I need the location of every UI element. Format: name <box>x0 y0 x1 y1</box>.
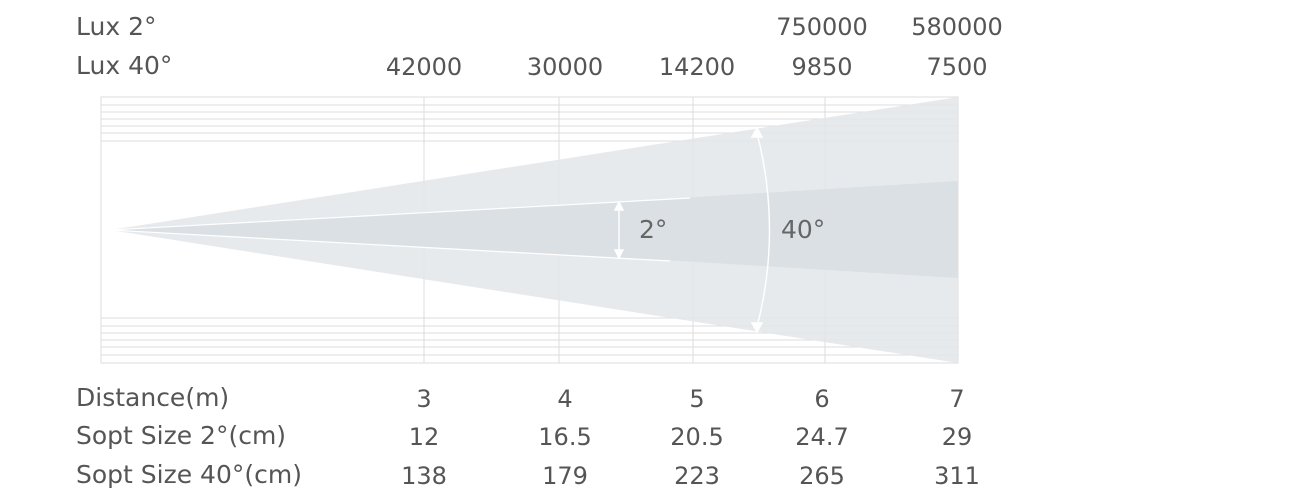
distance-value: 6 <box>814 385 830 413</box>
spot-size-2-value: 16.5 <box>538 423 592 451</box>
distance-value: 3 <box>416 385 432 413</box>
lux-2-value: 580000 <box>911 13 1003 41</box>
spot-size-40-value: 179 <box>542 462 588 490</box>
wide-angle-label: 40° <box>781 215 825 244</box>
wide-angle-arc <box>750 126 771 334</box>
distance-value: 5 <box>689 385 705 413</box>
narrow-beam-upper-edge <box>109 197 691 231</box>
spot-size-40-value: 265 <box>799 462 845 490</box>
spot-size-40-label: Sopt Size 40°(cm) <box>76 460 302 489</box>
distance-label: Distance(m) <box>76 383 230 412</box>
lux-40-value: 14200 <box>658 53 736 81</box>
lux-40-label: Lux 40° <box>76 51 173 80</box>
distance-value: 7 <box>949 385 965 413</box>
spot-size-2-value: 29 <box>941 423 973 451</box>
spot-size-2-value: 12 <box>408 423 440 451</box>
lux-2-label: Lux 2° <box>76 12 157 41</box>
distance-value: 4 <box>557 385 573 413</box>
spot-size-2-value: 20.5 <box>670 423 724 451</box>
narrow-angle-arrow <box>613 200 625 260</box>
lux-40-value: 30000 <box>526 53 604 81</box>
lux-2-value: 750000 <box>776 13 868 41</box>
narrow-beam-lower-edge <box>109 229 671 262</box>
spot-size-40-value: 138 <box>401 462 447 490</box>
lux-40-value: 9850 <box>791 53 853 81</box>
lux-40-value: 7500 <box>926 53 988 81</box>
lux-40-value: 42000 <box>385 53 463 81</box>
spot-size-40-value: 311 <box>934 462 980 490</box>
narrow-beam <box>110 181 958 278</box>
narrow-angle-label: 2° <box>639 215 667 244</box>
spot-size-2-label: Sopt Size 2°(cm) <box>76 421 287 450</box>
spot-size-40-value: 223 <box>674 462 720 490</box>
spot-size-2-value: 24.7 <box>795 423 849 451</box>
